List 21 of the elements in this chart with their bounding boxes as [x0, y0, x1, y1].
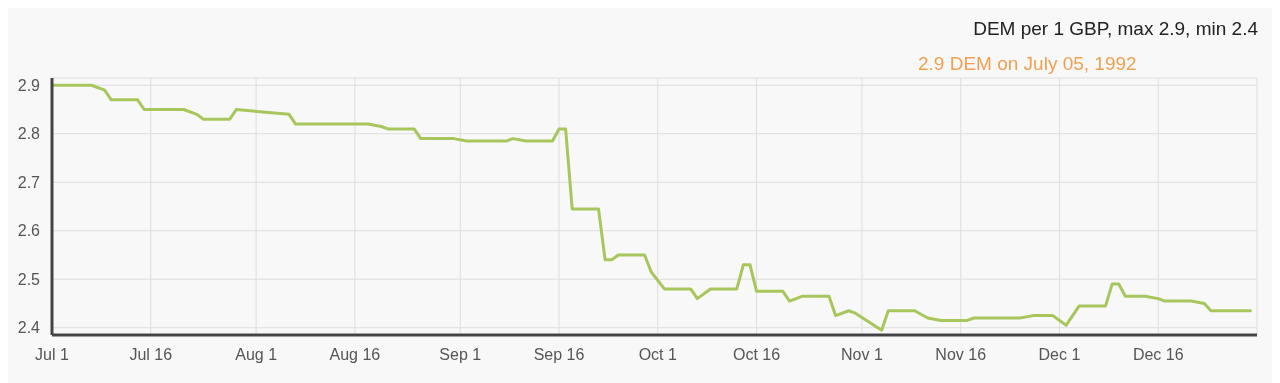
y-tick-label: 2.8	[17, 125, 41, 143]
chart-title: DEM per 1 GBP, max 2.9, min 2.4	[973, 18, 1258, 40]
x-tick-label: Aug 1	[235, 346, 278, 364]
x-tick-label: Sep 16	[533, 346, 585, 364]
y-tick-label: 2.7	[17, 173, 41, 191]
x-tick-label: Dec 1	[1038, 346, 1081, 364]
chart-subtitle: 2.9 DEM on July 05, 1992	[918, 53, 1137, 75]
x-tick-label: Oct 1	[638, 346, 678, 364]
line-series	[52, 83, 1252, 332]
x-tick-label: Sep 1	[439, 346, 482, 364]
x-tick-label: Aug 16	[329, 346, 381, 364]
x-tick-label: Jul 1	[35, 346, 69, 364]
x-tick-label: Oct 16	[732, 346, 781, 364]
x-tick-label: Nov 16	[935, 346, 987, 364]
x-tick-label: Dec 16	[1132, 346, 1184, 364]
x-tick-label: Nov 1	[841, 346, 883, 364]
y-tick-label: 2.4	[17, 319, 41, 337]
y-tick-label: 2.9	[17, 76, 41, 94]
y-tick-label: 2.5	[17, 270, 41, 288]
y-tick-label: 2.6	[17, 222, 41, 240]
x-tick-label: Jul 16	[129, 346, 173, 364]
